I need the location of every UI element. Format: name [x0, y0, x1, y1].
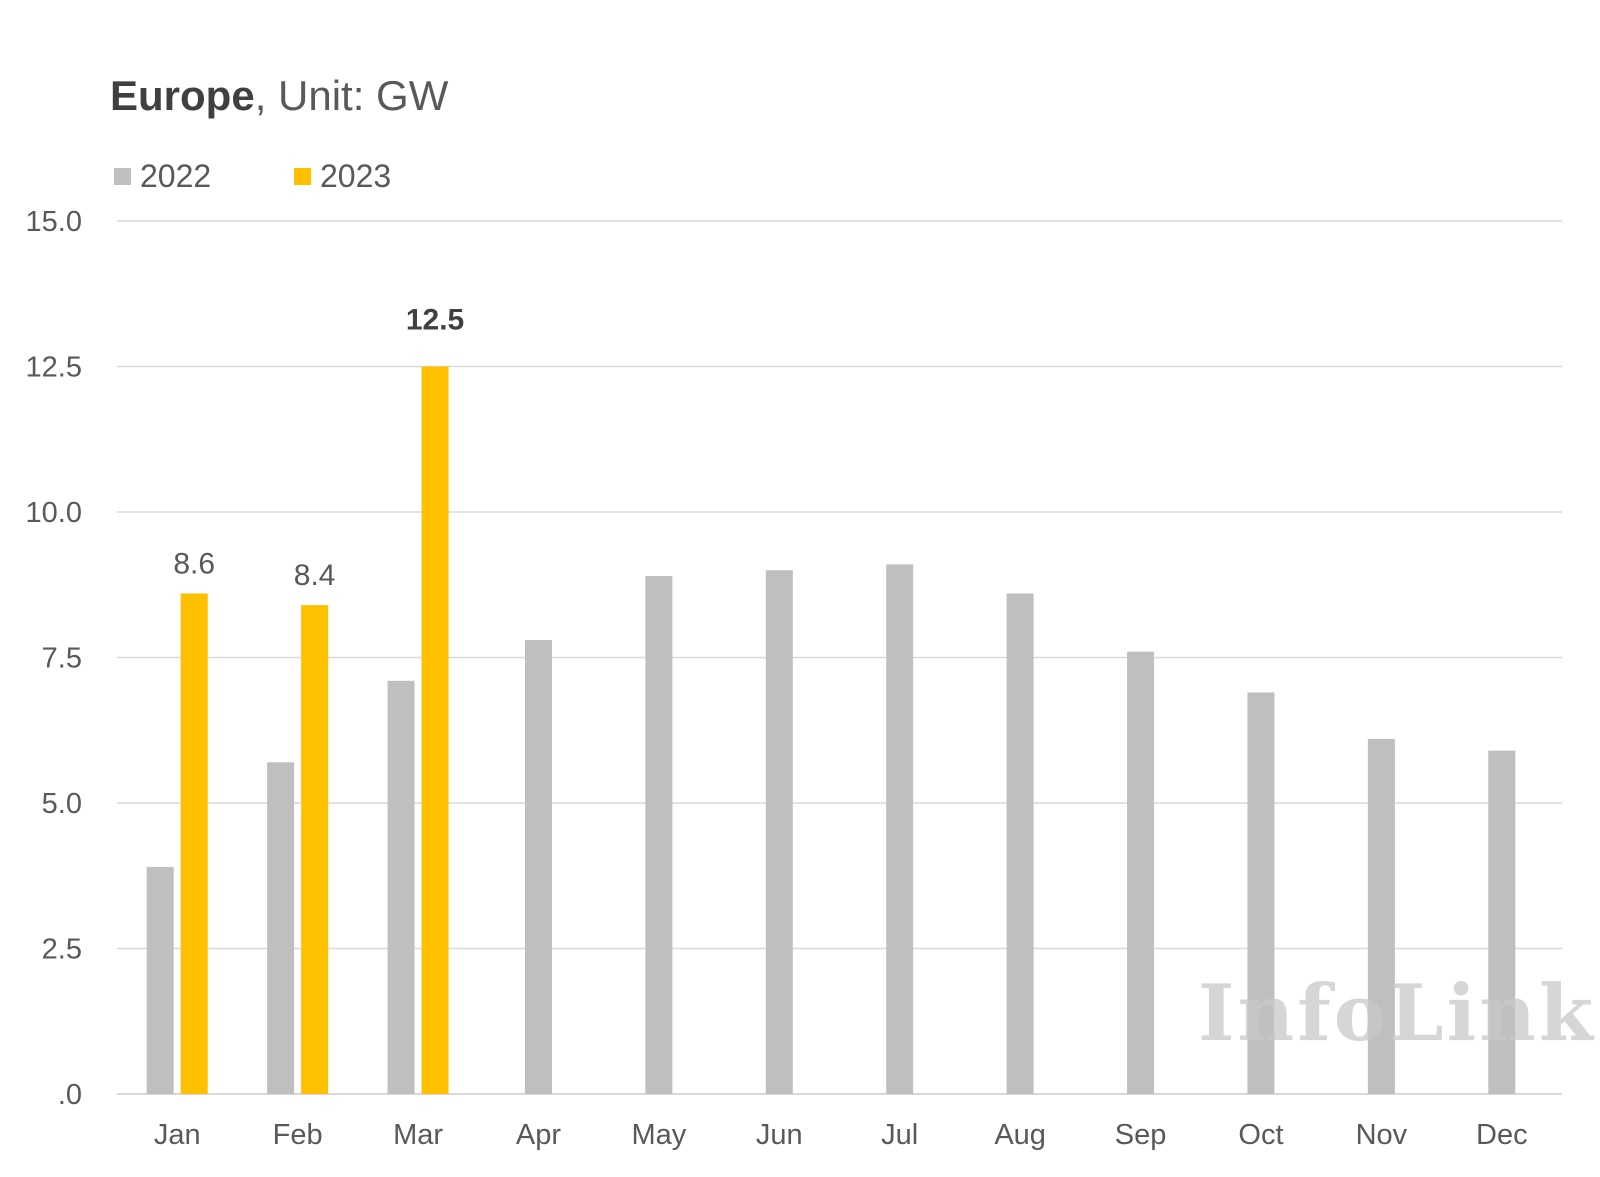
watermark-logo: InfoLink — [1198, 968, 1597, 1059]
chart-title-region: Europe — [110, 72, 255, 119]
bar-2022-nov — [1367, 738, 1395, 1094]
bar-2022-mar — [387, 680, 415, 1094]
legend-item-2022: 2022 — [114, 158, 211, 195]
chart-title-unit: , Unit: GW — [254, 72, 449, 119]
x-tick-label: Mar — [393, 1119, 443, 1151]
bar-2023-feb — [301, 605, 329, 1094]
x-tick-label: Feb — [273, 1119, 323, 1151]
chart-title: Europe, Unit: GW — [110, 72, 448, 120]
bar-2022-oct — [1247, 692, 1275, 1094]
x-tick-label: Oct — [1238, 1119, 1283, 1151]
legend-label-2022: 2022 — [140, 158, 212, 194]
y-tick-label: 15.0 — [26, 206, 82, 238]
y-tick-label: 12.5 — [26, 352, 82, 384]
bar-2022-aug — [1006, 593, 1034, 1094]
y-tick-label: 10.0 — [26, 497, 82, 529]
bar-2022-jun — [765, 570, 793, 1094]
x-tick-label: Jun — [756, 1119, 803, 1151]
legend-item-2023: 2023 — [294, 158, 391, 195]
x-tick-label: Apr — [516, 1119, 561, 1151]
x-tick-label: May — [631, 1119, 686, 1151]
y-tick-label: 5.0 — [42, 788, 82, 820]
x-tick-label: Aug — [994, 1119, 1046, 1151]
x-tick-label: Nov — [1356, 1119, 1408, 1151]
bar-2023-jan — [180, 593, 208, 1094]
bar-2022-jul — [886, 564, 914, 1094]
x-tick-label: Jan — [154, 1119, 201, 1151]
data-label-2023-jan: 8.6 — [173, 547, 215, 580]
legend-label-2023: 2023 — [320, 158, 392, 194]
x-tick-label: Sep — [1115, 1119, 1167, 1151]
bar-2022-apr — [524, 640, 552, 1094]
data-label-2023-mar: 12.5 — [406, 304, 464, 337]
y-tick-label: 2.5 — [42, 934, 82, 966]
y-tick-label: .0 — [58, 1079, 82, 1111]
x-tick-label: Jul — [881, 1119, 918, 1151]
bar-2022-may — [645, 576, 673, 1094]
legend-swatch-2022 — [114, 168, 131, 185]
y-tick-label: 7.5 — [42, 643, 82, 675]
data-label-2023-feb: 8.4 — [294, 559, 336, 592]
bar-2022-dec — [1488, 750, 1516, 1094]
bar-2023-mar — [421, 366, 449, 1094]
bar-2022-jan — [146, 867, 174, 1094]
x-tick-label: Dec — [1476, 1119, 1528, 1151]
bar-2022-feb — [267, 762, 295, 1094]
legend-swatch-2023 — [294, 168, 311, 185]
bar-2022-sep — [1127, 651, 1155, 1094]
